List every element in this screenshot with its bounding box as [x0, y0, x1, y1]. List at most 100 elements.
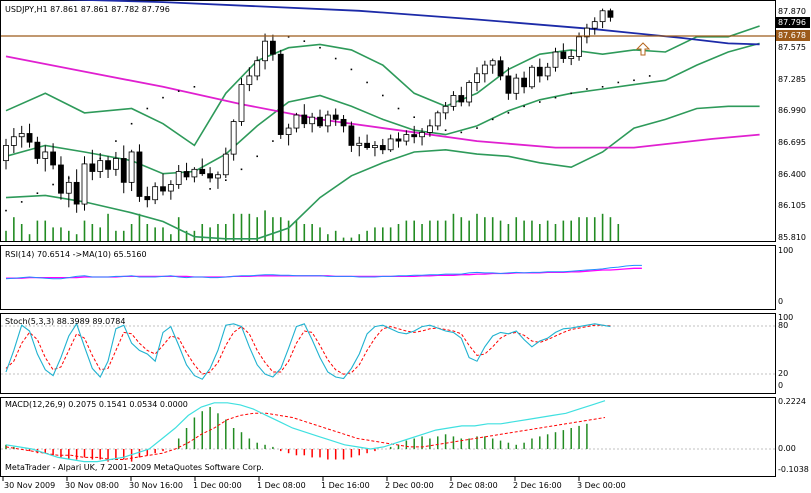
candle-body [199, 168, 206, 175]
ma-magenta [5, 55, 760, 149]
price-label-2: 87.285 [778, 75, 806, 84]
time-label-5: 1 Dec 16:00 [321, 481, 370, 490]
candle-body [152, 186, 159, 201]
time-label-8: 2 Dec 16:00 [513, 481, 562, 490]
candle-body [372, 145, 378, 149]
sar-dot [193, 85, 196, 88]
candle-body [160, 186, 166, 192]
candle-body [544, 66, 551, 77]
candle-body [474, 73, 480, 83]
candle-body [222, 153, 229, 176]
sar-dot [177, 90, 180, 92]
time-axis-ticks [2, 477, 580, 481]
stoch-panel [0, 313, 776, 394]
stochastic-lines [1, 322, 775, 380]
candle-body [89, 163, 96, 172]
candle-body [3, 145, 9, 162]
sar-dot [601, 85, 604, 88]
candle-body [529, 66, 535, 88]
macd-level-min: -0.1038 [778, 465, 809, 474]
sar-dot [586, 88, 588, 90]
stoch-level-0: 0 [778, 381, 784, 390]
candle-body [411, 134, 418, 138]
price-label-1: 87.575 [778, 43, 806, 52]
candle-body [113, 158, 119, 170]
candle-body [379, 145, 386, 151]
candle-body [489, 60, 496, 66]
macd-label: MACD(12,26,9) 0.2075 0.1541 0.0534 0.000… [5, 400, 188, 409]
candle-body [238, 84, 245, 122]
candle-body [403, 134, 410, 142]
sar-dot [303, 40, 306, 42]
candle-body [584, 27, 590, 38]
sar-dot [633, 79, 635, 82]
sar-dot [20, 201, 23, 203]
sar-dot [382, 94, 384, 97]
candle-body [324, 114, 331, 127]
sar-dot [554, 96, 557, 99]
sar-dot [5, 209, 7, 212]
up-arrow-icon[interactable] [635, 42, 651, 56]
sar-dot [570, 92, 572, 95]
sar-dot [444, 129, 447, 132]
sar-dot [240, 168, 243, 171]
candle-body [18, 133, 25, 138]
stoch-main-line [5, 322, 611, 380]
candle-body [387, 138, 394, 151]
price-label-5: 86.400 [778, 170, 806, 179]
candle-body [81, 163, 88, 205]
sar-dot [272, 140, 274, 142]
macd-main-line [5, 400, 606, 463]
main-panel [0, 0, 776, 242]
candle-body [521, 77, 527, 88]
macd-level-max: 0.2224 [778, 397, 806, 406]
bollinger-bands [5, 25, 760, 240]
sar-dot [146, 107, 149, 110]
candle-body [552, 51, 559, 68]
stoch-level-80-label: 80 [778, 321, 789, 330]
volume-histogram [5, 210, 620, 241]
candle-body [513, 77, 520, 94]
candle-body [136, 151, 143, 197]
candle-body [120, 158, 127, 183]
candle-body [97, 160, 104, 172]
candle-body [10, 136, 17, 146]
sar-dot [366, 81, 368, 84]
candle-body [26, 133, 33, 143]
candle-body [309, 116, 316, 125]
sar-dot [460, 131, 463, 134]
sar-dot [287, 36, 290, 38]
stoch-level-100: 100 [778, 313, 794, 322]
candle-body [560, 51, 567, 59]
sar-dot [648, 75, 651, 77]
candle-body [73, 181, 80, 205]
price-label-3: 86.990 [778, 106, 806, 115]
candle-body [277, 53, 284, 135]
candle-body [505, 75, 512, 94]
macd-level-zero: 0.00 [778, 444, 796, 453]
macd-signal-line [5, 412, 606, 460]
candle-body [183, 171, 190, 178]
candle-body [576, 36, 582, 57]
candle-body [269, 40, 276, 55]
copyright-text: MetaTrader - Alpari UK, 7 2001-2009 Meta… [5, 463, 264, 472]
time-label-6: 2 Dec 00:00 [385, 481, 434, 490]
candle-body [191, 168, 198, 178]
price-label-7: 85.810 [778, 233, 806, 242]
price-label-4: 86.695 [778, 138, 806, 147]
time-label-0: 30 Nov 2009 [4, 481, 56, 490]
candlesticks[interactable] [3, 8, 614, 213]
candle-body [356, 142, 363, 146]
rsi-level-100: 100 [778, 246, 794, 255]
sar-dot [52, 183, 54, 186]
candle-body [144, 196, 151, 201]
candle-body [419, 132, 425, 138]
time-label-3: 1 Dec 00:00 [193, 481, 242, 490]
line-price-tag: 87.678 [776, 30, 810, 41]
candle-body [591, 21, 598, 29]
sar-dot [523, 105, 525, 108]
candle-body [497, 60, 504, 77]
candle-body [105, 160, 111, 170]
price-label-6: 86.105 [778, 201, 806, 210]
